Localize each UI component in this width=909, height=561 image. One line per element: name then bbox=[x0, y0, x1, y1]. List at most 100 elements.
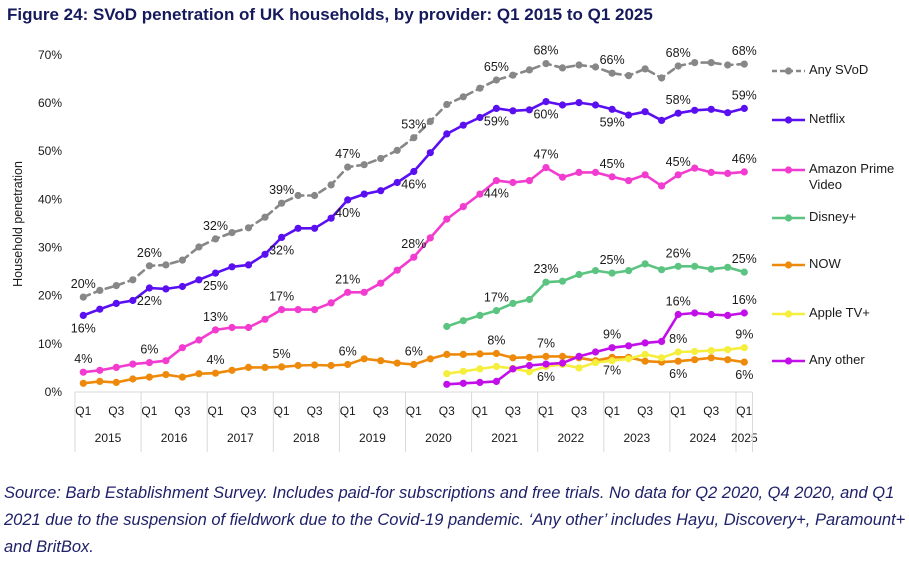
data-point-any-other bbox=[724, 311, 732, 319]
data-point-amazon-prime-video bbox=[79, 368, 87, 376]
data-label-now: 6% bbox=[405, 345, 423, 359]
data-point-netflix bbox=[96, 305, 104, 313]
data-point-amazon-prime-video bbox=[294, 306, 302, 314]
data-point-netflix bbox=[426, 149, 434, 157]
data-point-now bbox=[542, 352, 550, 360]
series-amazon-prime-video bbox=[79, 164, 748, 376]
data-point-any-svod bbox=[542, 60, 550, 68]
data-point-any-svod bbox=[244, 224, 253, 232]
data-label-any-svod: 20% bbox=[71, 277, 96, 291]
data-point-any-other bbox=[608, 344, 616, 352]
data-point-any-svod bbox=[344, 163, 352, 171]
data-point-any-svod bbox=[674, 62, 682, 70]
data-label-netflix: 59% bbox=[484, 114, 509, 128]
data-point-netflix bbox=[410, 167, 418, 176]
data-point-amazon-prime-video bbox=[674, 171, 682, 179]
data-point-now bbox=[211, 369, 220, 377]
x-tick-label: Q3 bbox=[637, 404, 653, 418]
x-year-label: 2020 bbox=[425, 431, 452, 445]
data-point-netflix bbox=[542, 98, 550, 106]
data-point-any-svod bbox=[79, 293, 87, 301]
data-point-amazon-prime-video bbox=[112, 363, 120, 371]
data-point-netflix bbox=[228, 263, 236, 271]
data-point-amazon-prime-video bbox=[625, 177, 633, 185]
x-tick-label: Q1 bbox=[274, 404, 290, 418]
data-point-any-svod bbox=[393, 146, 401, 154]
data-label-now: 7% bbox=[537, 336, 555, 350]
data-label-amazon-prime-video: 46% bbox=[732, 152, 757, 166]
data-point-apple-tv bbox=[641, 350, 649, 358]
data-point-disney bbox=[608, 269, 616, 277]
data-label-apple-tv: 9% bbox=[735, 328, 753, 342]
data-point-any-svod bbox=[724, 61, 732, 69]
data-label-any-svod: 68% bbox=[666, 46, 691, 60]
data-point-any-other bbox=[575, 352, 583, 360]
y-tick-label: 70% bbox=[38, 48, 62, 62]
data-point-any-svod bbox=[575, 61, 583, 69]
data-point-netflix bbox=[145, 284, 153, 292]
data-point-apple-tv bbox=[608, 357, 616, 365]
data-point-amazon-prime-video bbox=[96, 366, 104, 374]
x-tick-label: Q3 bbox=[373, 404, 389, 418]
data-point-apple-tv bbox=[591, 359, 600, 367]
data-point-amazon-prime-video bbox=[525, 177, 534, 185]
data-point-now bbox=[294, 361, 302, 370]
data-point-any-other bbox=[658, 337, 666, 345]
data-point-netflix bbox=[558, 101, 567, 109]
data-point-netflix bbox=[443, 130, 451, 138]
data-point-netflix bbox=[112, 299, 120, 307]
data-label-now: 8% bbox=[487, 334, 505, 348]
data-point-now bbox=[178, 373, 186, 381]
data-point-netflix bbox=[360, 190, 368, 198]
data-label-any-other: 16% bbox=[732, 293, 757, 307]
data-point-netflix bbox=[509, 107, 517, 115]
data-point-amazon-prime-video bbox=[740, 168, 748, 176]
data-point-disney bbox=[641, 260, 649, 268]
data-point-now bbox=[724, 356, 732, 364]
data-point-amazon-prime-video bbox=[344, 288, 352, 296]
x-tick-label: Q3 bbox=[240, 404, 256, 418]
data-point-amazon-prime-video bbox=[311, 306, 319, 314]
data-point-disney bbox=[591, 267, 600, 275]
data-point-amazon-prime-video bbox=[591, 168, 600, 176]
data-label-now: 7% bbox=[603, 363, 621, 377]
data-point-amazon-prime-video bbox=[178, 344, 186, 352]
y-tick-label: 60% bbox=[38, 96, 62, 110]
data-point-now bbox=[476, 350, 484, 358]
x-year-label: 2021 bbox=[491, 431, 518, 445]
source-note: Source: Barb Establishment Survey. Inclu… bbox=[4, 484, 906, 556]
x-year-label: 2016 bbox=[161, 431, 188, 445]
data-point-netflix bbox=[178, 282, 186, 291]
data-point-now bbox=[707, 354, 715, 362]
data-point-disney bbox=[724, 263, 732, 271]
x-tick-label: Q1 bbox=[472, 404, 488, 418]
data-point-disney bbox=[476, 311, 484, 319]
data-label-now: 5% bbox=[273, 347, 291, 361]
y-tick-label: 10% bbox=[38, 337, 62, 351]
data-point-now bbox=[525, 353, 534, 361]
data-point-now bbox=[509, 354, 517, 362]
data-point-any-other bbox=[525, 361, 534, 370]
data-point-any-svod bbox=[294, 191, 302, 200]
data-label-disney: 26% bbox=[666, 246, 691, 260]
data-point-any-other bbox=[476, 378, 484, 386]
data-point-now bbox=[228, 366, 236, 374]
data-label-now: 6% bbox=[669, 367, 687, 381]
data-point-netflix bbox=[591, 101, 600, 109]
data-point-now bbox=[393, 359, 401, 367]
data-point-netflix bbox=[129, 296, 137, 305]
data-point-netflix bbox=[195, 276, 203, 284]
data-point-now bbox=[443, 350, 451, 358]
data-label-amazon-prime-video: 47% bbox=[533, 148, 558, 162]
x-tick-label: Q3 bbox=[703, 404, 719, 418]
data-point-any-other bbox=[443, 380, 451, 388]
data-point-netflix bbox=[625, 111, 633, 119]
data-point-any-svod bbox=[658, 74, 666, 82]
data-label-amazon-prime-video: 45% bbox=[600, 157, 625, 171]
data-point-netflix bbox=[278, 233, 286, 241]
x-tick-label: Q1 bbox=[340, 404, 356, 418]
data-label-netflix: 40% bbox=[335, 206, 360, 220]
data-point-disney bbox=[443, 322, 451, 331]
data-point-any-svod bbox=[591, 63, 600, 71]
data-point-any-other bbox=[509, 365, 517, 373]
